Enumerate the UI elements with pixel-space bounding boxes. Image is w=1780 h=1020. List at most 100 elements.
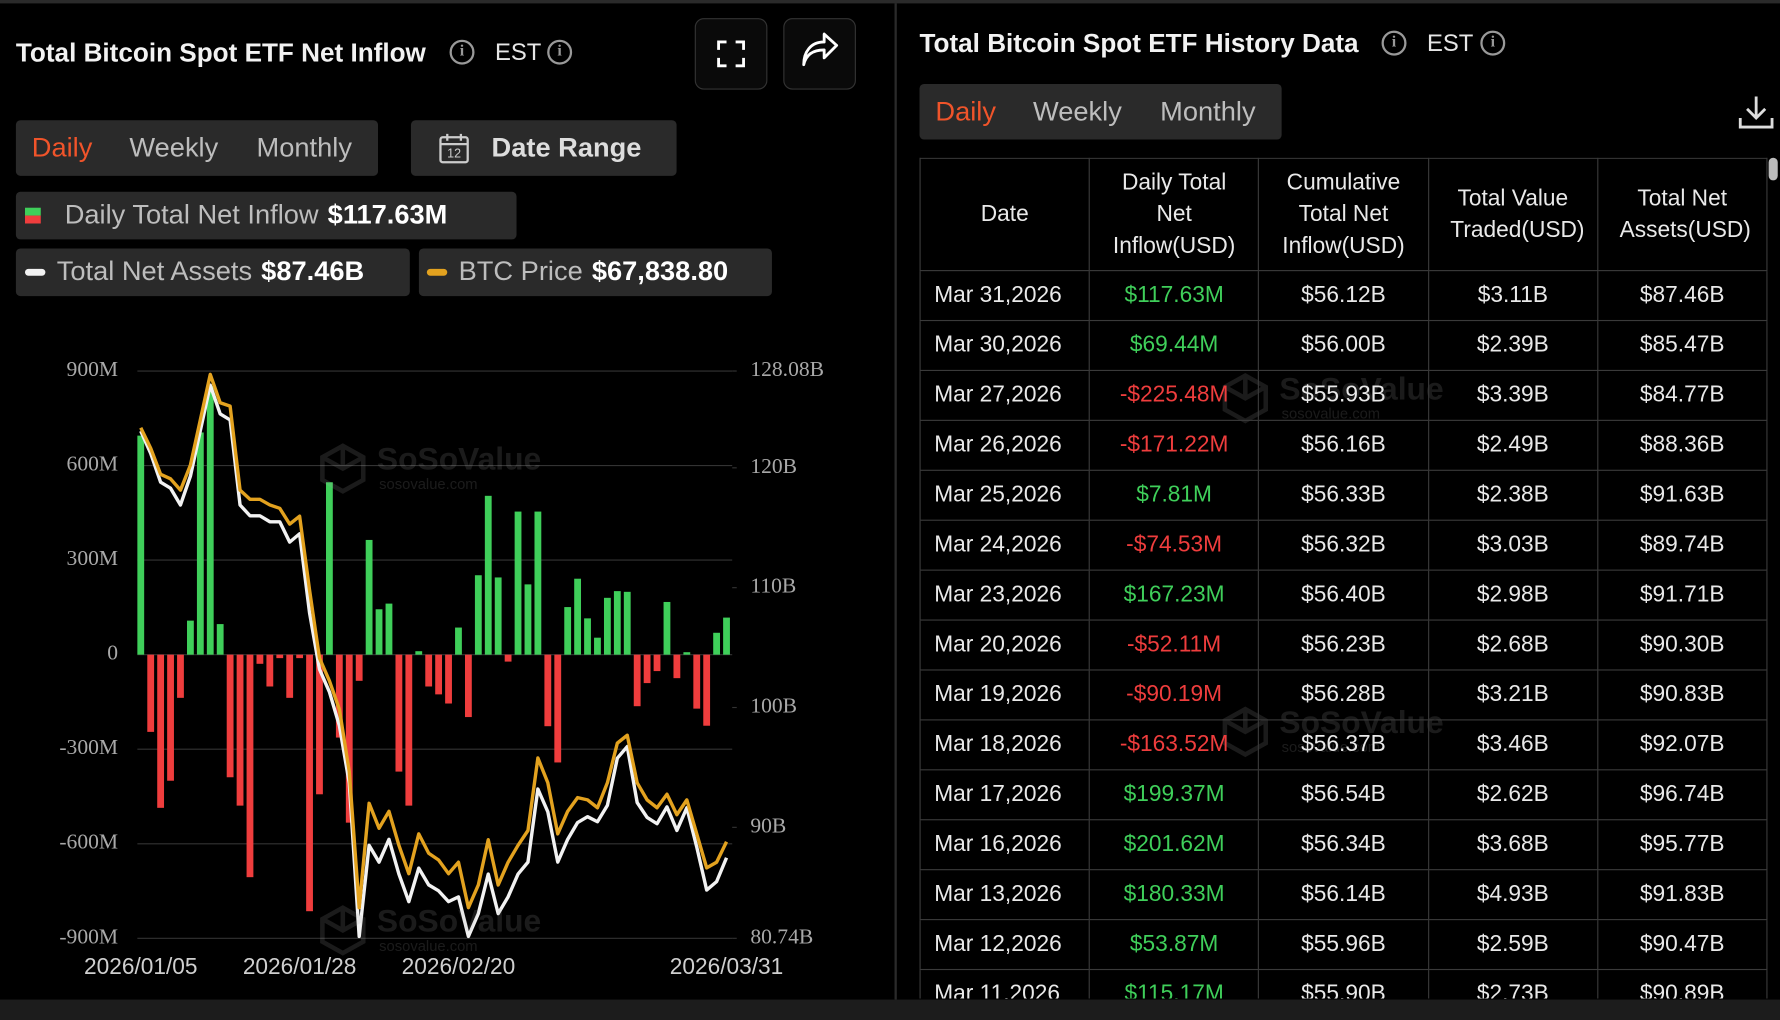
value-cell: $117.63M	[1088, 270, 1260, 322]
line	[139, 383, 729, 939]
date-cell: Mar 13,2026	[919, 869, 1091, 921]
legend-swatch	[426, 268, 448, 276]
watermark-logo	[320, 905, 366, 956]
value-cell: $167.23M	[1088, 569, 1260, 621]
date-cell: Mar 25,2026	[919, 469, 1091, 521]
share-button[interactable]	[783, 18, 856, 90]
info-icon[interactable]: i	[1480, 30, 1506, 56]
value-cell: $7.81M	[1088, 469, 1260, 521]
bar	[306, 654, 313, 912]
watermark: SoSoValue sosovalue.com	[318, 442, 541, 494]
tab[interactable]: Daily	[935, 96, 996, 128]
value-cell: -$225.48M	[1088, 369, 1260, 421]
table-row: Mar 26,2026 -$171.22M $56.16B $2.49B $88.36B	[919, 419, 1768, 471]
bar	[633, 654, 641, 707]
stat-label: Total Net Assets	[56, 256, 253, 288]
bar	[435, 654, 443, 695]
date-range-button[interactable]: 12 Date Range	[410, 120, 677, 176]
value-cell: $4.93B	[1427, 869, 1599, 921]
value-cell: $53.87M	[1088, 919, 1260, 971]
date-cell: Mar 18,2026	[919, 719, 1091, 771]
value-cell: $3.68B	[1427, 819, 1599, 871]
value-cell: $56.12B	[1258, 270, 1429, 322]
download-button[interactable]	[1737, 93, 1776, 132]
value-cell: $2.73B	[1427, 968, 1599, 999]
value-cell: $56.16B	[1258, 419, 1429, 471]
value-cell: $95.77B	[1596, 819, 1768, 871]
bar	[286, 654, 294, 698]
value-cell: $115.17M	[1088, 968, 1260, 999]
bar	[504, 654, 512, 662]
tab[interactable]: Daily	[31, 132, 93, 164]
table-row: Mar 31,2026 $117.63M $56.12B $3.11B $87.46B	[919, 270, 1768, 322]
date-cell: Mar 16,2026	[919, 819, 1091, 871]
tab[interactable]: Weekly	[129, 132, 219, 164]
value-cell: $56.37B	[1258, 719, 1429, 771]
tab[interactable]: Monthly	[256, 132, 352, 164]
stat-value: $67,838.80	[591, 256, 729, 288]
value-cell: $91.83B	[1596, 869, 1768, 921]
history-table: Date Daily Total Net Inflow(USD) Cumulativ…	[919, 157, 1768, 999]
value-cell: $90.83B	[1596, 669, 1768, 721]
tab[interactable]: Monthly	[1160, 96, 1256, 128]
stat: Total Net Assets $87.46B	[15, 248, 410, 297]
date-range-label: Date Range	[491, 132, 642, 164]
date-cell: Mar 26,2026	[919, 419, 1091, 471]
column-header: Cumulative Total Net Inflow(USD)	[1258, 157, 1429, 272]
panel-title: Total Bitcoin Spot ETF Net Inflow	[15, 37, 426, 67]
info-icon[interactable]: i	[449, 39, 475, 65]
value-cell: $56.40B	[1258, 569, 1429, 621]
y-tick-label: -600M	[59, 830, 118, 854]
stat: BTC Price $67,838.80	[418, 248, 772, 297]
bar	[236, 654, 244, 806]
table: Date Daily Total Net Inflow(USD) Cumulativ…	[919, 157, 1768, 999]
y2-tick-label: 90B	[750, 813, 786, 837]
timezone: EST	[494, 39, 542, 66]
value-cell: $2.68B	[1427, 619, 1599, 671]
y-tick-label: -900M	[59, 924, 118, 948]
value-cell: $91.63B	[1596, 469, 1768, 521]
value-cell: $69.44M	[1088, 319, 1260, 372]
bar	[723, 617, 730, 655]
value-cell: $90.30B	[1596, 619, 1768, 671]
y2-tick-label: 120B	[750, 454, 797, 478]
value-cell: $180.33M	[1088, 869, 1260, 921]
fullscreen-button[interactable]	[694, 18, 768, 90]
stat-label: BTC Price	[458, 256, 583, 288]
bar	[335, 654, 343, 738]
table-row: Mar 17,2026 $199.37M $56.54B $2.62B $96.74B	[919, 769, 1768, 821]
value-cell: $2.59B	[1427, 919, 1599, 971]
watermark: SoSoValue sosovalue.com	[318, 904, 541, 956]
value-cell: $3.11B	[1427, 270, 1599, 322]
table-row: Mar 13,2026 $180.33M $56.14B $4.93B $91.83B	[919, 869, 1768, 921]
y-tick-label: -300M	[59, 735, 118, 759]
value-cell: -$52.11M	[1088, 619, 1260, 671]
info-icon[interactable]: i	[547, 39, 573, 65]
y2-tick-label: 80.74B	[750, 924, 813, 948]
scrollbar[interactable]	[1768, 157, 1778, 181]
bar	[147, 654, 155, 732]
table-row: Mar 23,2026 $167.23M $56.40B $2.98B $91.71B	[919, 569, 1768, 621]
info-icon[interactable]: i	[1381, 30, 1407, 56]
value-cell: $56.33B	[1258, 469, 1429, 521]
tab[interactable]: Weekly	[1033, 96, 1122, 128]
x-tick-label: 2026/03/31	[670, 953, 784, 979]
bar	[713, 632, 721, 655]
value-cell: $2.49B	[1427, 419, 1599, 471]
column-header: Total Value Traded(USD)	[1427, 157, 1599, 272]
bar	[594, 637, 601, 655]
date-cell: Mar 12,2026	[919, 919, 1091, 971]
value-cell: $56.54B	[1258, 769, 1429, 821]
date-cell: Mar 30,2026	[919, 319, 1091, 372]
table-row: Mar 12,2026 $53.87M $55.96B $2.59B $90.47B	[919, 919, 1768, 971]
bar	[544, 654, 552, 727]
bar	[445, 654, 452, 704]
bar	[187, 620, 194, 655]
value-cell: $55.90B	[1258, 968, 1429, 999]
table-row: Mar 16,2026 $201.62M $56.34B $3.68B $95.77B	[919, 819, 1768, 871]
legend-swatch	[24, 207, 41, 224]
value-cell: -$171.22M	[1088, 419, 1260, 471]
bar	[395, 654, 403, 772]
bar	[206, 385, 214, 655]
value-cell: $56.28B	[1258, 669, 1429, 721]
